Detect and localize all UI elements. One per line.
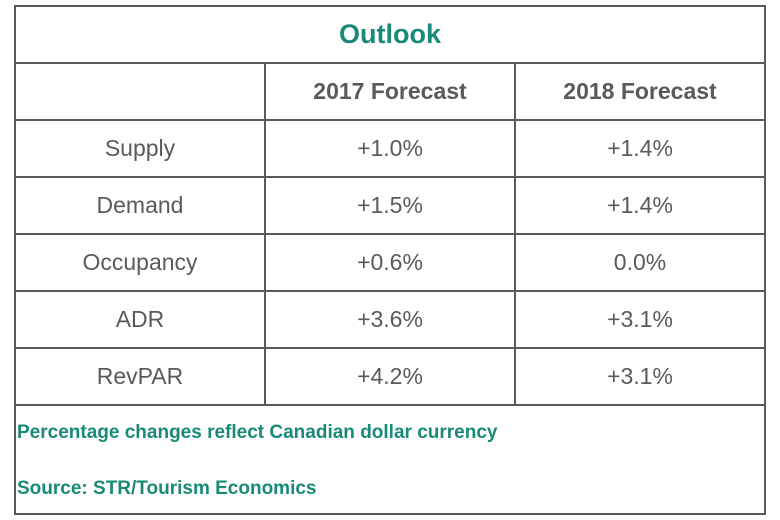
cell-2018-forecast: +3.1% [607, 306, 673, 332]
source-note: Source: STR/Tourism Economics [17, 478, 317, 499]
row-label: Supply [16, 121, 266, 176]
table-row: Demand +1.5% +1.4% [16, 178, 764, 235]
row-label: RevPAR [16, 349, 266, 404]
row-label: ADR [16, 292, 266, 347]
table-title: Outlook [16, 7, 764, 64]
outlook-table: Outlook 2017 Forecast 2018 Forecast Supp… [14, 5, 766, 515]
cell-2017-forecast: +3.6% [266, 292, 516, 347]
table-row: Occupancy +0.6% 0.0% [16, 235, 764, 292]
header-row: 2017 Forecast 2018 Forecast [16, 64, 764, 121]
header-2018-forecast: 2018 Forecast [563, 78, 717, 104]
cell-2017-forecast: +4.2% [266, 349, 516, 404]
table-row: ADR +3.6% +3.1% [16, 292, 764, 349]
cell-2018-forecast: +1.4% [607, 192, 673, 218]
table-row: Supply +1.0% +1.4% [16, 121, 764, 178]
cell-2018-forecast: 0.0% [613, 249, 667, 275]
header-cell-empty [16, 64, 266, 119]
cell-2017-forecast: +0.6% [266, 235, 516, 290]
cell-2018-forecast: +3.1% [607, 363, 673, 389]
cell-2017-forecast: +1.0% [266, 121, 516, 176]
header-2017-forecast: 2017 Forecast [266, 64, 516, 119]
currency-note: Percentage changes reflect Canadian doll… [17, 422, 498, 443]
cell-2017-forecast: +1.5% [266, 178, 516, 233]
row-label: Occupancy [16, 235, 266, 290]
table-row: RevPAR +4.2% +3.1% [16, 349, 764, 406]
row-label: Demand [16, 178, 266, 233]
cell-2018-forecast: +1.4% [607, 135, 673, 161]
